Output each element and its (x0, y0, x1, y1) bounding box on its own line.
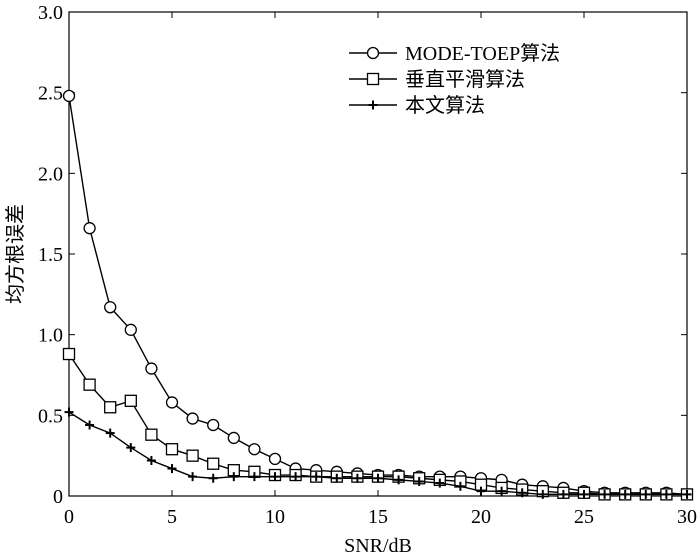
y-tick-label: 1.5 (38, 244, 63, 266)
data-point (105, 428, 115, 438)
data-point (414, 476, 424, 486)
data-point (165, 396, 179, 409)
y-tick-label: 2.5 (38, 83, 63, 105)
y-tick-label: 3.0 (38, 2, 63, 24)
data-point (455, 481, 465, 491)
data-point (167, 464, 177, 474)
x-tick-label: 20 (471, 506, 491, 528)
legend-marker (366, 72, 380, 86)
y-axis-label: 均方根误差 (4, 204, 27, 304)
data-point (311, 472, 321, 482)
data-point (291, 472, 301, 482)
data-point (249, 472, 259, 482)
data-point (268, 452, 282, 466)
x-axis-label: SNR/dB (344, 535, 412, 557)
data-point (641, 489, 651, 499)
data-point (186, 449, 199, 462)
data-point (373, 473, 383, 483)
data-point (270, 472, 280, 482)
data-point (620, 489, 630, 499)
y-tick-label: 1.0 (38, 325, 63, 347)
x-tick-label: 5 (167, 506, 177, 528)
data-point (124, 323, 137, 336)
data-point (126, 443, 136, 453)
data-point (83, 378, 96, 391)
data-point (394, 475, 404, 485)
data-point (207, 457, 220, 470)
x-tick-label: 0 (64, 506, 74, 528)
data-point (248, 443, 261, 456)
legend-label: 垂直平滑算法 (405, 68, 525, 91)
data-point (208, 473, 218, 483)
series-line-1 (68, 95, 688, 496)
data-point (85, 420, 95, 430)
data-point (476, 486, 486, 496)
data-point (661, 489, 671, 499)
data-point (229, 472, 239, 482)
data-point (62, 347, 76, 361)
data-point (145, 428, 158, 441)
data-point (83, 222, 96, 235)
data-point (600, 489, 610, 499)
legend-label: MODE-TOEP算法 (405, 42, 560, 65)
data-point (124, 394, 137, 407)
data-point (227, 431, 240, 445)
data-point (186, 412, 199, 425)
legend-marker (368, 100, 378, 110)
series-markers-3 (64, 407, 692, 499)
data-point (207, 418, 220, 432)
data-point (517, 488, 527, 498)
data-point (435, 478, 445, 488)
data-point (62, 89, 76, 103)
data-point (104, 401, 117, 414)
x-tick-label: 25 (574, 506, 594, 528)
data-point (352, 473, 362, 483)
x-tick-label: 15 (368, 506, 388, 528)
data-point (538, 489, 548, 499)
data-point (104, 301, 117, 314)
legend-marker (366, 46, 380, 60)
data-point (146, 456, 156, 466)
data-point (64, 407, 74, 417)
legend-label: 本文算法 (405, 94, 485, 117)
y-tick-label: 2.0 (38, 163, 63, 185)
data-point (497, 486, 507, 496)
data-point (579, 489, 589, 499)
data-point (165, 443, 179, 456)
y-tick-label: 0 (53, 486, 63, 508)
data-point (558, 489, 568, 499)
data-point (145, 362, 158, 375)
x-tick-label: 30 (677, 506, 697, 528)
data-point (332, 473, 342, 483)
data-point (682, 489, 692, 499)
y-tick-label: 0.5 (38, 405, 63, 427)
data-point (188, 472, 198, 482)
x-tick-label: 10 (265, 506, 285, 528)
